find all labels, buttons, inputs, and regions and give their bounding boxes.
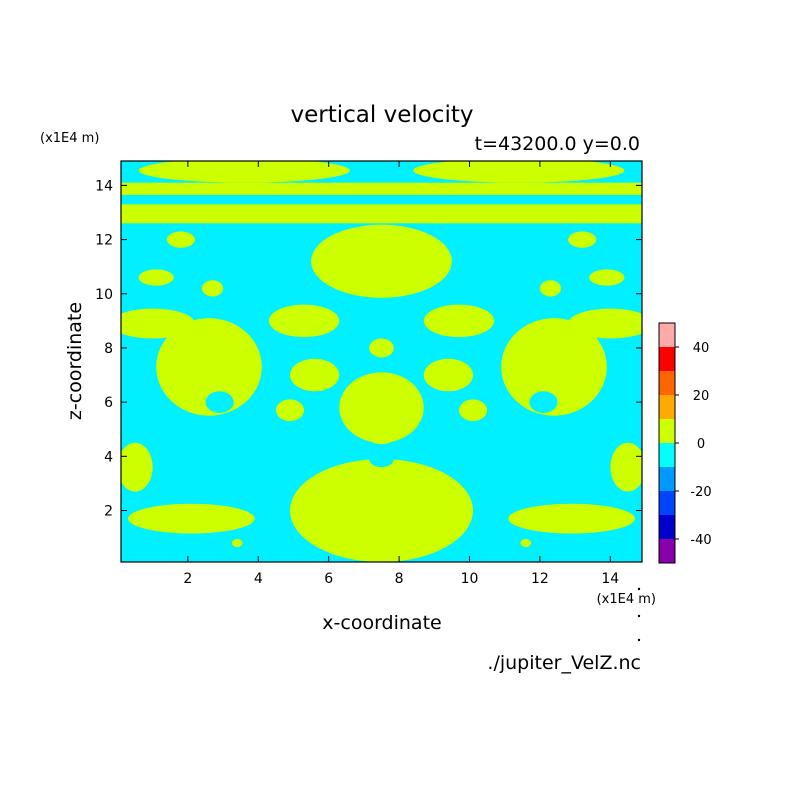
x-tick-label: 12 — [531, 571, 549, 587]
y-tick-label: 10 — [95, 287, 113, 303]
positive-region-26 — [458, 399, 488, 422]
colorbar-tick-label: 20 — [693, 389, 710, 404]
chart-title: vertical velocity — [291, 102, 474, 128]
colorbar-swatch — [659, 467, 675, 491]
positive-region-18 — [423, 358, 474, 392]
colorbar-swatch — [659, 515, 675, 539]
positive-region-25 — [275, 399, 305, 422]
colorbar-swatch — [659, 419, 675, 443]
positive-region-28 — [520, 538, 532, 548]
positive-region-5 — [369, 338, 394, 358]
positive-band-1 — [121, 204, 642, 224]
colorbar: 40 20 0 -20 -40 — [658, 322, 712, 564]
positive-region-20 — [568, 231, 597, 248]
colorbar-swatch — [659, 539, 675, 563]
positive-region-1 — [413, 161, 625, 183]
x-tick-label: 4 — [254, 571, 263, 587]
positive-region-23 — [201, 280, 224, 297]
positive-band-0 — [121, 182, 642, 195]
positive-region-15 — [268, 304, 340, 338]
positive-region-0 — [138, 161, 350, 183]
x-tick-label: 8 — [395, 571, 404, 587]
colorbar-swatch — [659, 371, 675, 395]
positive-region-8 — [501, 318, 607, 416]
positive-region-13 — [121, 442, 153, 492]
positive-region-24 — [539, 280, 562, 297]
colorbar-swatch — [659, 323, 675, 347]
positive-region-14 — [610, 442, 642, 492]
positive-region-10 — [508, 503, 635, 534]
x-tick-label: 6 — [324, 571, 333, 587]
x-unit-label: (x1E4 m) — [597, 592, 656, 607]
plot-area: 2 4 6 8 10 12 14 2 4 6 8 10 12 14 — [95, 160, 643, 587]
positive-region-19 — [166, 231, 195, 248]
positive-region-22 — [589, 269, 625, 286]
y-tick-label: 8 — [104, 341, 113, 357]
positive-region-21 — [138, 269, 174, 286]
y-axis-label: z-coordinate — [64, 302, 86, 420]
positive-region-9 — [128, 503, 255, 534]
colorbar-swatch — [659, 491, 675, 515]
chart-subtitle: t=43200.0 y=0.0 — [475, 133, 640, 155]
positive-region-6 — [370, 436, 393, 445]
y-axis: 2 4 6 8 10 12 14 — [95, 178, 642, 520]
colorbar-tick-label: 0 — [697, 437, 705, 452]
positive-region-16 — [423, 304, 495, 338]
y-tick-label: 2 — [104, 504, 113, 520]
negative-region-1 — [369, 450, 394, 468]
negative-region-0 — [349, 303, 414, 328]
colorbar-swatch — [659, 443, 675, 467]
positive-region-4 — [339, 372, 424, 443]
colorbar-tick-label: 40 — [693, 341, 710, 356]
colorbar-tick-label: -40 — [690, 533, 711, 548]
y-tick-label: 14 — [95, 178, 113, 194]
colorbar-swatch — [659, 395, 675, 419]
positive-region-2 — [311, 224, 452, 298]
x-axis: 2 4 6 8 10 12 14 — [183, 161, 619, 587]
plot-frame — [120, 160, 643, 563]
y-unit-label: (x1E4 m) — [40, 131, 99, 146]
x-tick-label: 2 — [183, 571, 192, 587]
negative-region-2 — [205, 391, 234, 413]
negative-region-3 — [529, 391, 558, 413]
x-tick-label: 10 — [461, 571, 479, 587]
positive-region-7 — [156, 318, 262, 416]
positive-region-3 — [289, 459, 474, 562]
decorative-dots — [637, 587, 641, 642]
positive-region-11 — [121, 308, 195, 339]
colorbar-swatch — [659, 347, 675, 371]
y-tick-label: 4 — [104, 449, 113, 465]
y-tick-label: 6 — [104, 395, 113, 411]
x-tick-label: 14 — [601, 571, 619, 587]
source-file-label: ./jupiter_VelZ.nc — [487, 652, 641, 674]
positive-region-27 — [231, 538, 243, 548]
positive-region-12 — [568, 308, 642, 339]
x-axis-label: x-coordinate — [322, 612, 441, 634]
colorbar-tick-label: -20 — [690, 485, 711, 500]
positive-region-17 — [289, 358, 340, 392]
y-tick-label: 12 — [95, 233, 113, 249]
